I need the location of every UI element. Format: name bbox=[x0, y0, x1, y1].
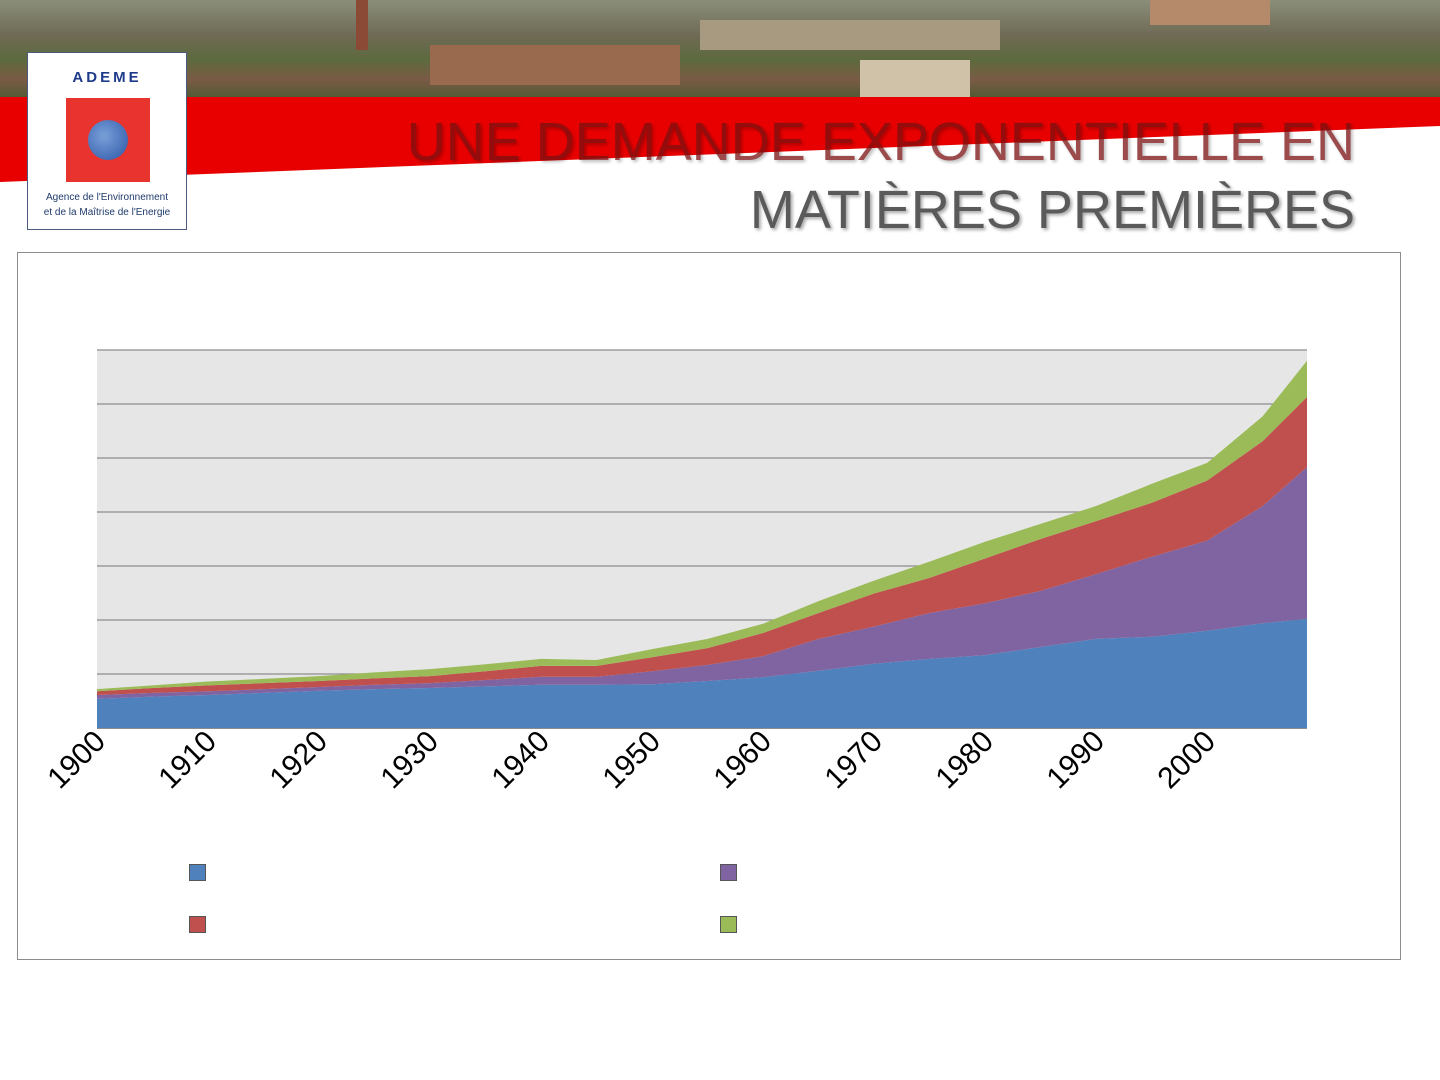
area-series-2 bbox=[97, 467, 1307, 699]
x-tick-label: 1960 bbox=[707, 725, 778, 796]
ademe-logo: ADEME Agence de l'Environnement et de la … bbox=[27, 52, 187, 230]
logo-subtitle-line2: et de la Maîtrise de l'Energie bbox=[43, 207, 171, 218]
title-line1: UNE DEMANDE EXPONENTIELLE EN bbox=[406, 112, 1355, 172]
stacked-area-chart: 1900 1910 1920 1930 1940 1950 1960 1970 1980 1990… bbox=[41, 349, 1307, 796]
chart-container: 1900 1910 1920 1930 1940 1950 1960 1970 1980 1990… bbox=[17, 252, 1401, 960]
x-tick-label: 1920 bbox=[263, 725, 334, 796]
logo-square bbox=[66, 98, 150, 182]
legend-swatch-red bbox=[189, 916, 206, 933]
legend-swatch-purple bbox=[720, 864, 737, 881]
x-tick-label: 2000 bbox=[1152, 725, 1223, 796]
x-tick-label: 1930 bbox=[374, 725, 445, 796]
legend-swatch-green bbox=[720, 916, 737, 933]
area-series-1 bbox=[97, 618, 1307, 728]
globe-icon bbox=[88, 120, 128, 160]
x-tick-label: 1940 bbox=[485, 725, 556, 796]
area-series-3 bbox=[97, 396, 1307, 696]
slide-title: UNE DEMANDE EXPONENTIELLE EN MATIÈRES PR… bbox=[407, 108, 1355, 244]
x-tick-label: 1950 bbox=[596, 725, 667, 796]
red-banner bbox=[0, 97, 1440, 182]
legend-swatch-blue bbox=[189, 864, 206, 881]
x-tick-label: 1990 bbox=[1040, 725, 1111, 796]
area-series-4 bbox=[97, 360, 1307, 692]
x-tick-label: 1900 bbox=[41, 725, 112, 796]
x-tick-label: 1970 bbox=[818, 725, 889, 796]
x-tick-label: 1980 bbox=[929, 725, 1000, 796]
header-photo bbox=[0, 0, 1440, 100]
logo-subtitle: Agence de l'Environnement et de la Maîtri… bbox=[28, 190, 186, 220]
logo-name: ADEME bbox=[72, 69, 142, 86]
title-line2: MATIÈRES PREMIÈRES bbox=[749, 180, 1355, 240]
x-tick-label: 1910 bbox=[152, 725, 223, 796]
logo-subtitle-line1: Agence de l'Environnement bbox=[46, 192, 168, 203]
